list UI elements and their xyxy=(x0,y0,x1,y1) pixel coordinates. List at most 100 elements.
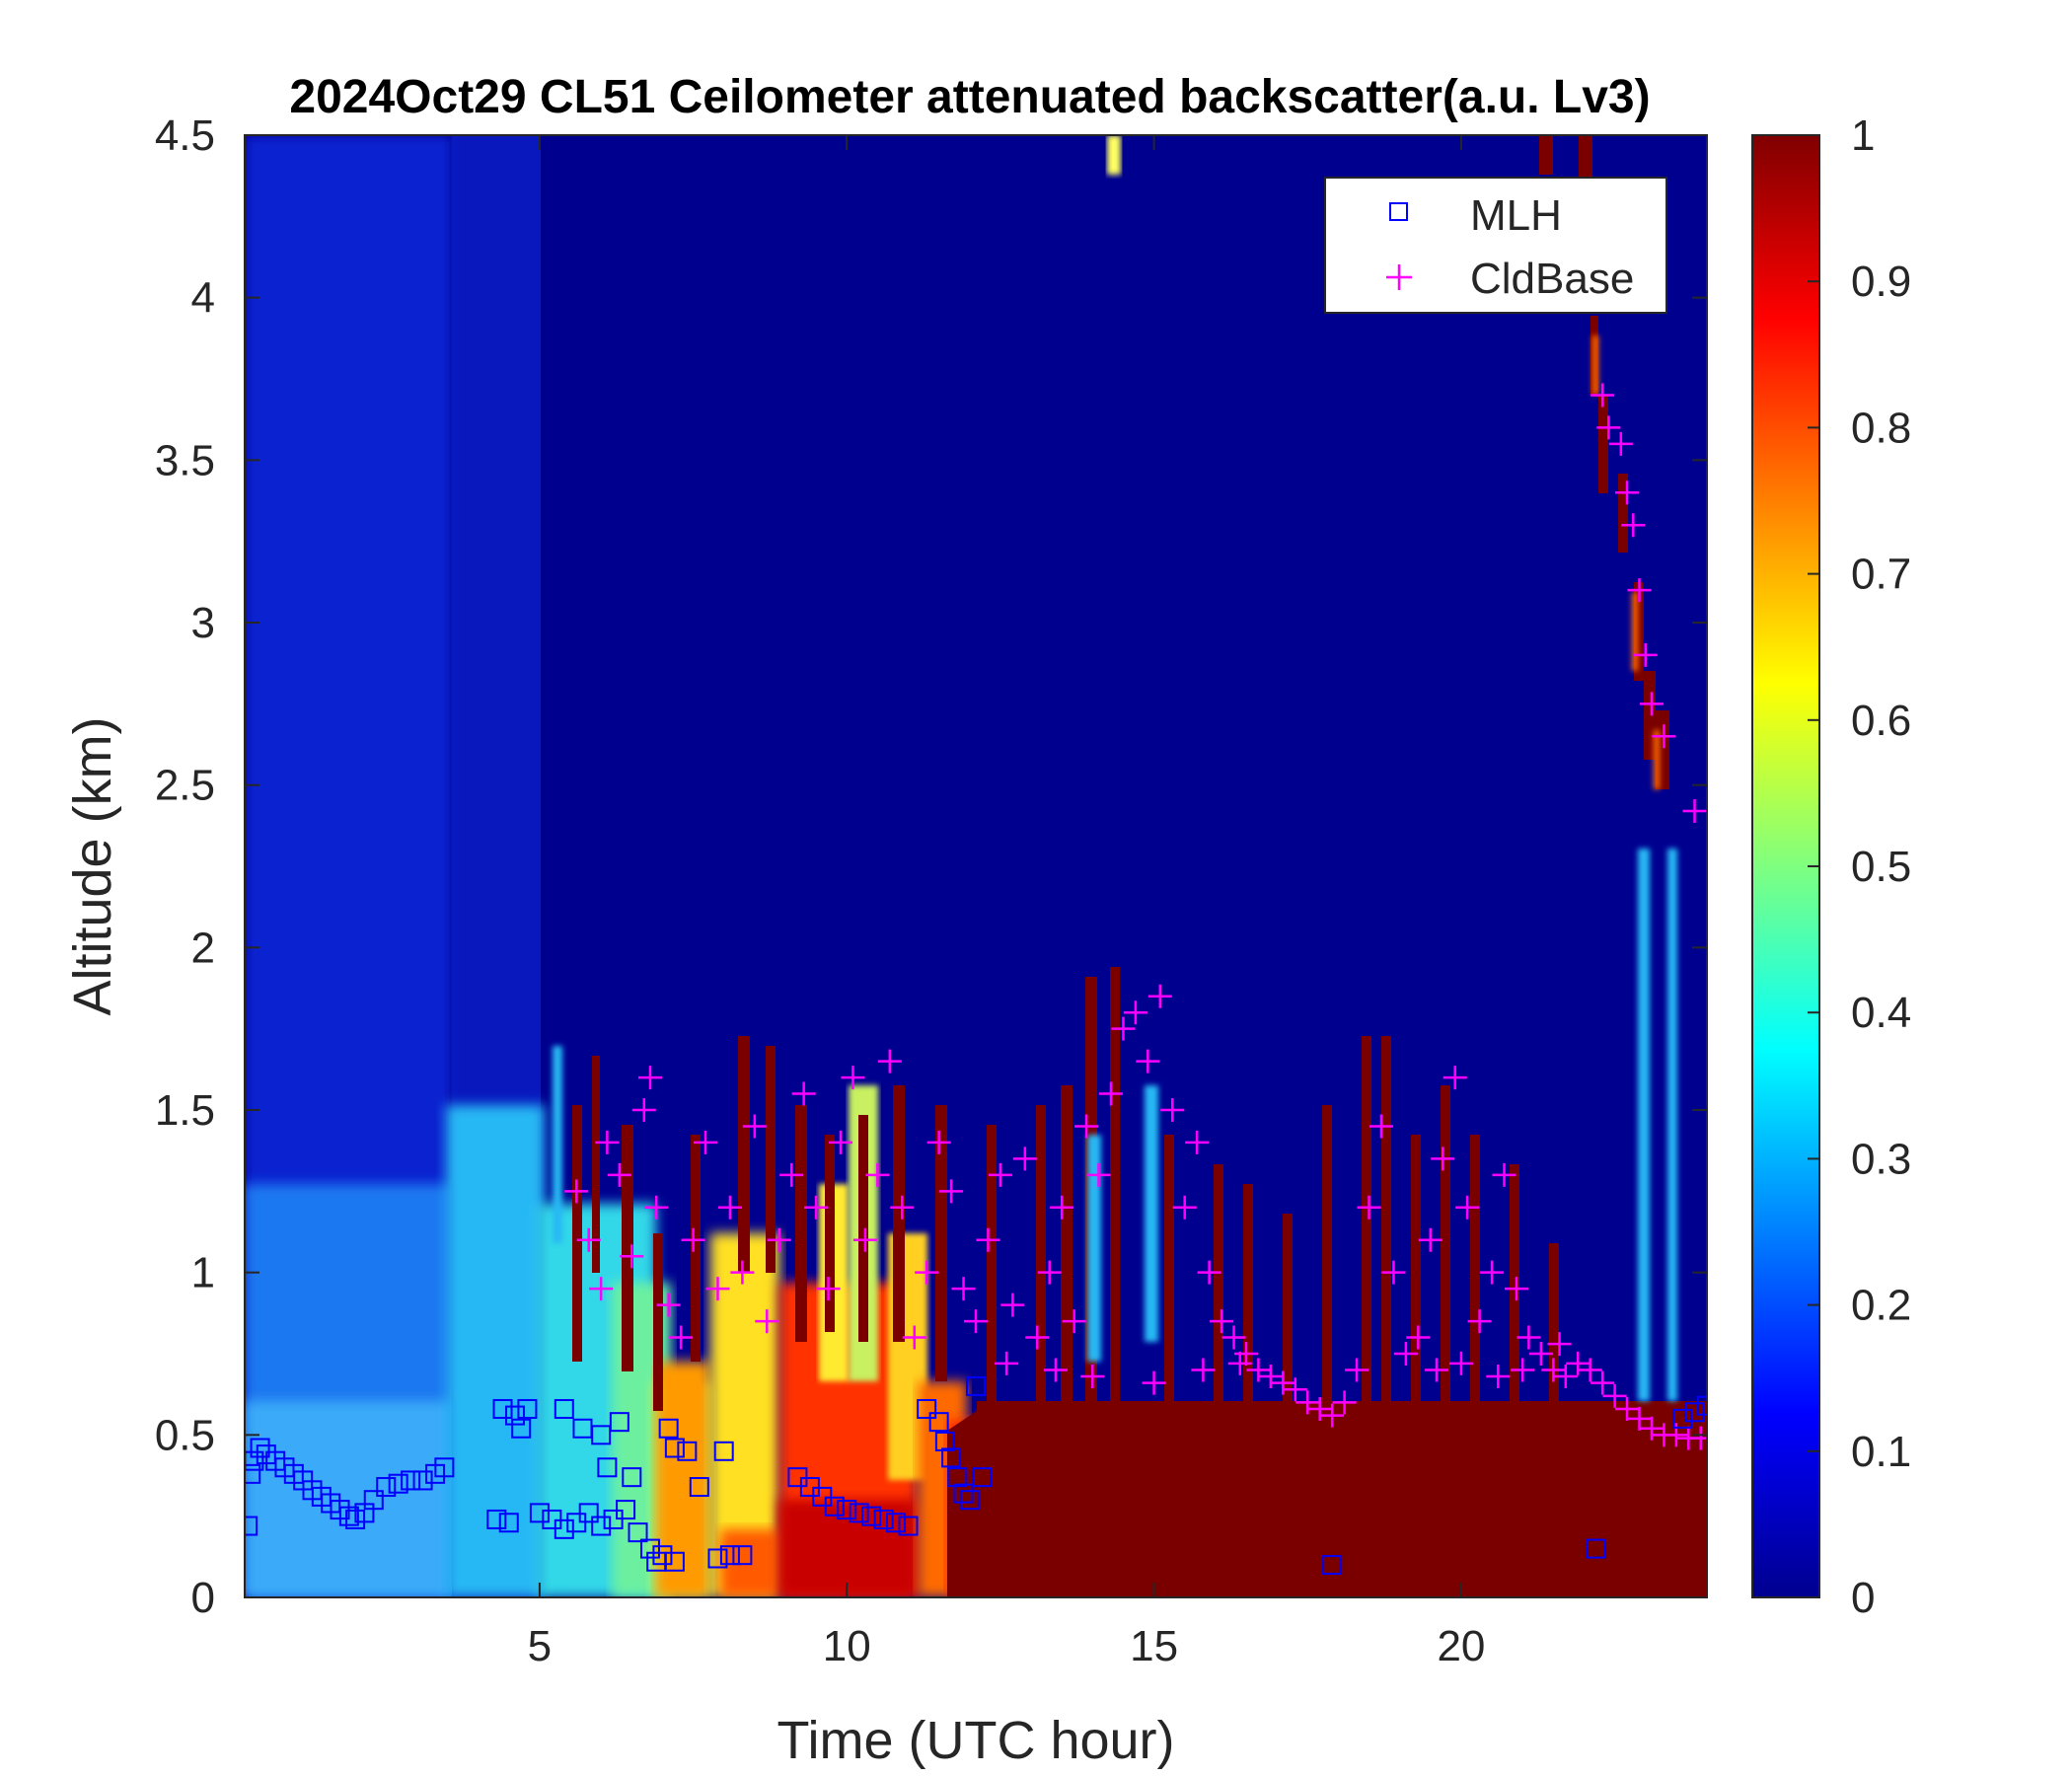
y-tick-label: 4 xyxy=(191,274,215,323)
cldbase-point xyxy=(1136,1049,1160,1073)
cldbase-point xyxy=(1504,1277,1528,1301)
cldbase-point xyxy=(1578,1358,1602,1382)
cldbase-point xyxy=(865,1162,890,1187)
cldbase-point xyxy=(791,1081,816,1106)
cldbase-point xyxy=(1172,1195,1197,1220)
cldbase-point xyxy=(705,1277,730,1301)
mlh-point xyxy=(719,1545,740,1566)
mlh-point xyxy=(664,1551,685,1572)
cldbase-point xyxy=(1197,1260,1221,1285)
mlh-point xyxy=(245,1516,259,1536)
cldbase-point xyxy=(1511,1358,1535,1382)
cldbase-point xyxy=(877,1049,902,1073)
mlh-point xyxy=(928,1412,949,1433)
cldbase-point xyxy=(1227,1351,1252,1375)
cldbase-point xyxy=(1627,1406,1652,1431)
x-tick-label: 15 xyxy=(1130,1622,1178,1670)
legend: MLH CldBase xyxy=(1324,177,1667,314)
cldbase-markers xyxy=(564,383,1707,1450)
cldbase-point xyxy=(1615,481,1640,505)
cldbase-point xyxy=(902,1325,926,1350)
cldbase-point xyxy=(951,1277,976,1301)
cldbase-point xyxy=(1448,1351,1473,1375)
cldbase-point xyxy=(1160,1098,1185,1122)
cldbase-point xyxy=(1591,383,1615,407)
mlh-point xyxy=(713,1441,734,1461)
mlh-point xyxy=(959,1490,980,1511)
cldbase-point xyxy=(637,1066,662,1090)
cldbase-point xyxy=(1025,1325,1050,1350)
cldbase-point xyxy=(669,1325,694,1350)
cldbase-point xyxy=(1221,1325,1246,1350)
legend-box xyxy=(1324,177,1667,314)
cldbase-point xyxy=(1185,1130,1210,1154)
cldbase-point xyxy=(1682,799,1707,824)
plot-area xyxy=(245,135,1707,1597)
mlh-point xyxy=(941,1447,962,1468)
cldbase-point xyxy=(829,1130,853,1154)
cldbase-point xyxy=(1639,1416,1664,1441)
cldbase-point xyxy=(1425,1358,1449,1382)
cldbase-point xyxy=(1393,1342,1418,1366)
colorbar-tick-label: 0.5 xyxy=(1851,843,1911,891)
mlh-point xyxy=(873,1509,894,1529)
cldbase-point xyxy=(1074,1114,1099,1139)
x-tick-label: 20 xyxy=(1437,1622,1485,1670)
cldbase-point xyxy=(1615,1396,1640,1421)
cldbase-point xyxy=(1123,1000,1147,1025)
mlh-point xyxy=(597,1457,618,1478)
colorbar: 0 0.1 0.2 0.3 0.4 0.5 0.6 0.7 0.8 0.9 1 xyxy=(1751,111,1911,1622)
cldbase-point xyxy=(681,1227,705,1252)
cldbase-point xyxy=(1621,513,1646,538)
cldbase-point xyxy=(1381,1260,1406,1285)
cldbase-point xyxy=(1602,1383,1627,1408)
cldbase-point xyxy=(926,1130,951,1154)
mlh-point xyxy=(658,1418,679,1439)
mlh-point xyxy=(517,1398,538,1419)
cldbase-point xyxy=(1000,1293,1025,1317)
mlh-point xyxy=(412,1470,433,1491)
cldbase-point xyxy=(730,1260,755,1285)
mlh-point xyxy=(664,1438,685,1458)
cldbase-point xyxy=(1467,1309,1492,1334)
mlh-point xyxy=(934,1431,955,1451)
cldbase-point xyxy=(1547,1332,1572,1357)
cldbase-point xyxy=(1639,692,1664,716)
cldbase-point xyxy=(1652,724,1676,749)
cldbase-point xyxy=(1320,1403,1345,1428)
cldbase-point xyxy=(1098,1081,1123,1106)
mlh-point xyxy=(591,1425,612,1445)
cldbase-point xyxy=(755,1309,779,1334)
cldbase-point xyxy=(1627,578,1652,603)
mlh-markers xyxy=(245,1375,1707,1576)
cldbase-point xyxy=(1486,1365,1511,1389)
cldbase-point xyxy=(1271,1370,1295,1395)
mlh-point xyxy=(388,1473,408,1494)
cldbase-point xyxy=(1246,1358,1271,1382)
y-axis-label: Altitude (km) xyxy=(63,716,122,1015)
cldbase-point xyxy=(995,1351,1019,1375)
y-tick-label: 2.5 xyxy=(155,762,215,810)
colorbar-tick-label: 0.1 xyxy=(1851,1428,1911,1476)
mlh-point xyxy=(628,1522,648,1543)
y-tick-label: 0.5 xyxy=(155,1411,215,1459)
mlh-point xyxy=(492,1398,513,1419)
cldbase-point xyxy=(939,1179,964,1204)
mlh-point xyxy=(250,1438,270,1458)
y-tick-label: 3.5 xyxy=(155,436,215,484)
colorbar-tick-label: 0.8 xyxy=(1851,404,1911,452)
mlh-point xyxy=(486,1509,507,1529)
cldbase-point xyxy=(1210,1309,1234,1334)
mlh-point xyxy=(376,1477,397,1498)
cldbase-point xyxy=(620,1244,644,1269)
mlh-point xyxy=(1322,1555,1343,1576)
mlh-point xyxy=(898,1516,919,1536)
cldbase-point xyxy=(1043,1358,1068,1382)
cldbase-point xyxy=(852,1227,877,1252)
cldbase-point xyxy=(1406,1325,1431,1350)
cldbase-point xyxy=(742,1114,767,1139)
cldbase-point xyxy=(1541,1358,1566,1382)
mlh-point xyxy=(639,1538,660,1559)
mlh-point xyxy=(861,1506,882,1526)
